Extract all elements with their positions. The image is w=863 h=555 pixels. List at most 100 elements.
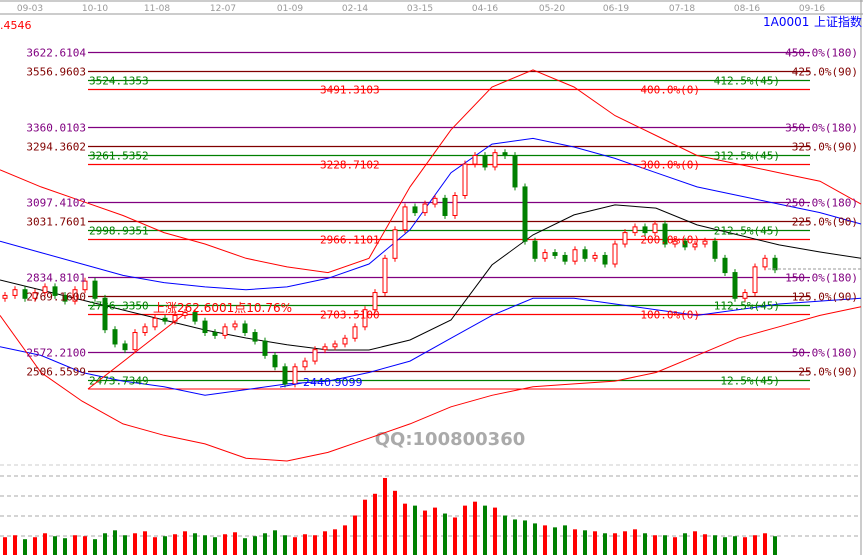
candle-body (152, 317, 158, 328)
volume-bar (433, 507, 437, 555)
volume-bar (293, 537, 297, 555)
volume-bar (443, 513, 447, 555)
volume-bar (663, 535, 667, 555)
volume-bar (53, 536, 57, 555)
candle-body (262, 340, 268, 356)
fib-price-label: 3622.6104 (26, 47, 86, 60)
x-tick-label: 01-09 (277, 4, 303, 14)
candle-body (92, 280, 98, 299)
candle-body (382, 257, 388, 294)
x-tick-label: 11-08 (144, 4, 170, 14)
volume-bar (273, 530, 277, 555)
candle-body (182, 312, 188, 316)
candle-body (472, 155, 478, 165)
volume-bar (313, 535, 317, 555)
candle-body (612, 243, 618, 265)
volume-bar (163, 536, 167, 555)
fib-price-label: 2736.3350 (89, 300, 149, 313)
fib-percent-label: 100.0%(0) (640, 309, 700, 322)
candle-body (212, 332, 218, 336)
candle-body (702, 240, 708, 245)
candle-body (442, 197, 448, 216)
fib-price-label: 3491.3103 (320, 84, 380, 97)
x-tick-label: 10-10 (82, 4, 108, 14)
candle-body (592, 254, 598, 259)
volume-bar (493, 507, 497, 555)
fib-percent-label: 250.0%(180) (785, 197, 858, 210)
volume-bar (483, 505, 487, 555)
fib-percent-label: 12.5%(45) (720, 375, 780, 388)
volume-bar (153, 537, 157, 555)
candle-body (652, 223, 658, 234)
fib-price-label: 2703.5100 (320, 309, 380, 322)
volume-bar (683, 533, 687, 555)
rise-annotation: 上涨262.6001点10.76% (153, 300, 292, 315)
candle-body (42, 286, 48, 294)
volume-bar (513, 519, 517, 555)
volume-bar (453, 517, 457, 555)
fib-price-label: 3556.9603 (26, 66, 86, 79)
fib-price-label: 2769.1600 (26, 291, 86, 304)
indicator-line (0, 306, 862, 462)
candle-body (232, 323, 238, 328)
candle-body (752, 266, 758, 294)
fib-price-label: 2834.8101 (26, 272, 86, 285)
candle-body (762, 257, 768, 268)
fib-percent-label: 312.5%(45) (714, 150, 780, 163)
fib-price-label: 3360.0103 (26, 122, 86, 135)
indicator-line (0, 137, 862, 291)
candle-body (322, 346, 328, 351)
volume-bar (703, 534, 707, 555)
volume-bar (283, 535, 287, 555)
fib-percent-label: 212.5%(45) (714, 225, 780, 238)
fib-percent-label: 450.0%(180) (785, 47, 858, 60)
candles (2, 149, 778, 388)
volume-bar (373, 493, 377, 555)
candle-body (512, 155, 518, 188)
x-tick-label: 06-19 (603, 4, 629, 14)
volume-bar (633, 529, 637, 555)
candle-body (492, 152, 498, 168)
candle-body (412, 206, 418, 214)
volume-bar (523, 520, 527, 555)
candle-body (632, 226, 638, 234)
candle-body (2, 294, 8, 299)
candle-body (132, 332, 138, 351)
volume-bar (573, 529, 577, 555)
fib-levels (88, 51, 810, 382)
volume-bar (393, 490, 397, 555)
candle-body (692, 243, 698, 248)
symbol-code: 1A0001 (763, 15, 809, 29)
volume-bar (743, 537, 747, 555)
fib-percent-label: 350.0%(180) (785, 122, 858, 135)
candle-body (352, 326, 358, 339)
volume-bars (3, 477, 777, 555)
candle-body (742, 292, 748, 299)
rise-measure-line[interactable] (87, 314, 184, 390)
x-tick-label: 08-16 (734, 4, 760, 14)
candle-body (332, 343, 338, 348)
volume-bar (423, 510, 427, 555)
volume-bar (623, 531, 627, 555)
candle-body (222, 326, 228, 336)
candle-body (662, 223, 668, 245)
volume-bar (383, 477, 387, 555)
fib-price-label: 3294.3602 (26, 141, 86, 154)
volume-bar (103, 533, 107, 555)
volume-bar (603, 533, 607, 555)
candle-body (32, 292, 38, 299)
volume-bar (43, 533, 47, 555)
fib-percent-label: 325.0%(90) (792, 141, 858, 154)
volume-bar (333, 529, 337, 555)
candle-body (162, 317, 168, 322)
candle-body (552, 252, 558, 256)
volume-bar (183, 531, 187, 555)
volume-bar (553, 527, 557, 555)
fib-percent-label: 412.5%(45) (714, 75, 780, 88)
volume-bar (613, 533, 617, 555)
indicator-line (0, 297, 862, 396)
fib-price-label: 3097.4102 (26, 197, 86, 210)
candle-body (572, 249, 578, 262)
candle-body (372, 292, 378, 311)
x-tick-label: 03-15 (407, 4, 433, 14)
